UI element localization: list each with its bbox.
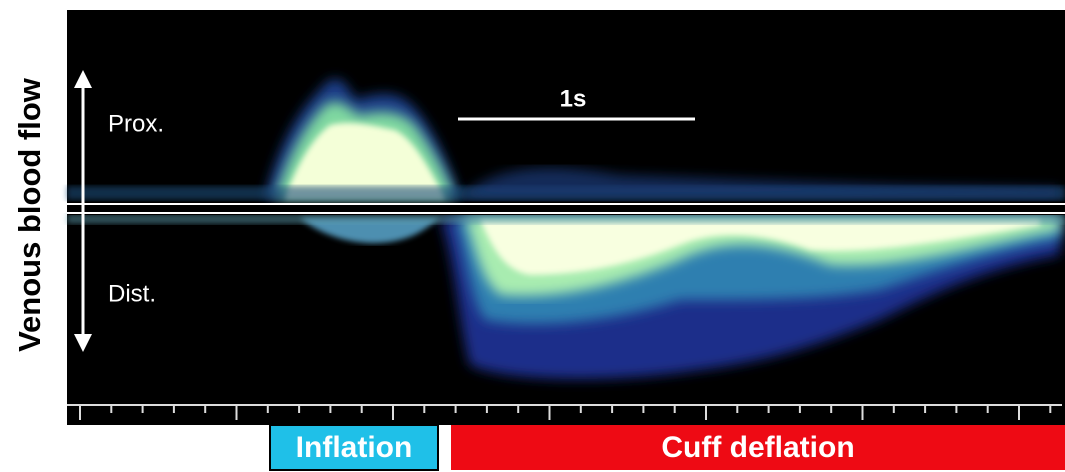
noise-band [67,214,1065,224]
deflation-box [451,425,1065,470]
time-ruler [67,404,1062,420]
phase-label: Cuff deflation [661,431,854,464]
residual-flow [460,167,1060,198]
proximal-flow [265,79,460,198]
axis-label: Venous blood flow [12,77,47,352]
proximal-label: Prox. [108,110,164,137]
inflation-box [269,424,439,471]
distal-flow [300,218,1060,380]
distal-label: Dist. [108,280,156,307]
direction-arrow [74,70,92,352]
phase-label: Inflation [296,431,413,464]
scale-bar-label: 1s [560,85,587,112]
